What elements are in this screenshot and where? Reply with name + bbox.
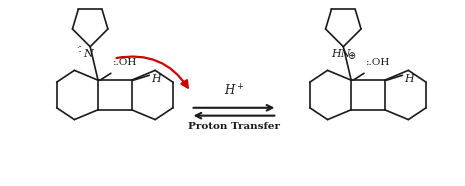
Text: :: : [77, 42, 81, 55]
Text: H: H [405, 74, 414, 84]
Text: ⊕: ⊕ [347, 51, 355, 61]
Text: HN: HN [332, 49, 351, 59]
FancyArrowPatch shape [117, 57, 188, 88]
Text: H: H [151, 74, 161, 84]
Text: Proton Transfer: Proton Transfer [188, 122, 280, 131]
Text: :.OH: :.OH [113, 58, 137, 67]
Text: N: N [83, 49, 93, 59]
Text: H$^+$: H$^+$ [224, 84, 244, 99]
Text: :.OH: :.OH [366, 58, 390, 67]
Text: ·: · [76, 44, 79, 53]
